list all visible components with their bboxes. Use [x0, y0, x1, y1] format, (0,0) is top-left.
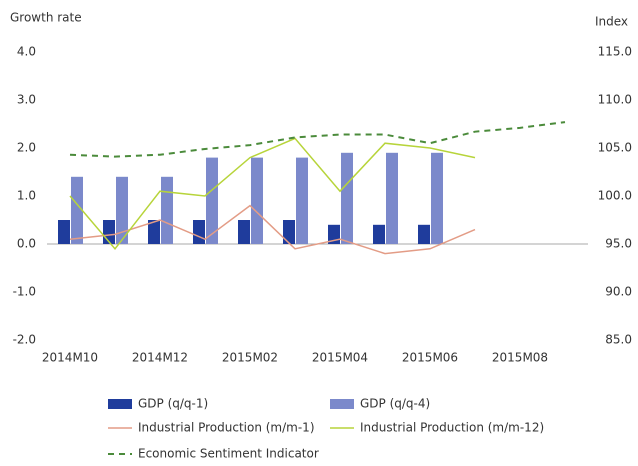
- line: [69, 137, 476, 250]
- y-tick-label: -2.0: [13, 333, 36, 347]
- y2-tick-label: 100.0: [598, 189, 632, 203]
- bar: [116, 176, 128, 244]
- y2-tick-label: 105.0: [598, 141, 632, 155]
- y2-axis-title: Index: [595, 15, 628, 29]
- y2-tick-label: 110.0: [598, 93, 632, 107]
- x-tick-label: 2015M04: [312, 351, 368, 365]
- y-tick-label: 1.0: [17, 189, 36, 203]
- legend-label: Industrial Production (m/m-12): [360, 421, 544, 435]
- line: [69, 121, 566, 158]
- y2-tick-label: 95.0: [605, 237, 632, 251]
- bar: [283, 220, 295, 244]
- bar: [58, 220, 70, 244]
- bar: [341, 152, 353, 244]
- bar: [193, 220, 205, 244]
- bar: [161, 176, 173, 244]
- bar: [148, 220, 160, 244]
- bar: [103, 220, 115, 244]
- x-tick-label: 2015M02: [222, 351, 278, 365]
- bar: [296, 157, 308, 244]
- legend-label: Industrial Production (m/m-1): [138, 421, 315, 435]
- bar: [418, 224, 430, 244]
- bar: [251, 157, 263, 244]
- bar: [431, 152, 443, 244]
- bar: [238, 220, 250, 244]
- legend-swatch: [108, 399, 132, 409]
- bar: [71, 176, 83, 244]
- legend-label: GDP (q/q-1): [138, 397, 208, 411]
- y-tick-label: 3.0: [17, 93, 36, 107]
- bar: [373, 224, 385, 244]
- y-tick-label: 4.0: [17, 45, 36, 59]
- y-axis-title: Growth rate: [10, 11, 82, 25]
- legend-label: GDP (q/q-4): [360, 397, 430, 411]
- y2-tick-label: 115.0: [598, 45, 632, 59]
- bar: [206, 157, 218, 244]
- y-tick-label: -1.0: [13, 285, 36, 299]
- x-tick-label: 2014M12: [132, 351, 188, 365]
- legend-label: Economic Sentiment Indicator: [138, 447, 319, 461]
- x-tick-label: 2015M08: [492, 351, 548, 365]
- legend-swatch: [330, 399, 354, 409]
- x-tick-label: 2015M06: [402, 351, 458, 365]
- y-tick-label: 2.0: [17, 141, 36, 155]
- bar: [386, 152, 398, 244]
- y2-tick-label: 85.0: [605, 333, 632, 347]
- y-tick-label: 0.0: [17, 237, 36, 251]
- y2-tick-label: 90.0: [605, 285, 632, 299]
- x-tick-label: 2014M10: [42, 351, 98, 365]
- line: [69, 204, 476, 255]
